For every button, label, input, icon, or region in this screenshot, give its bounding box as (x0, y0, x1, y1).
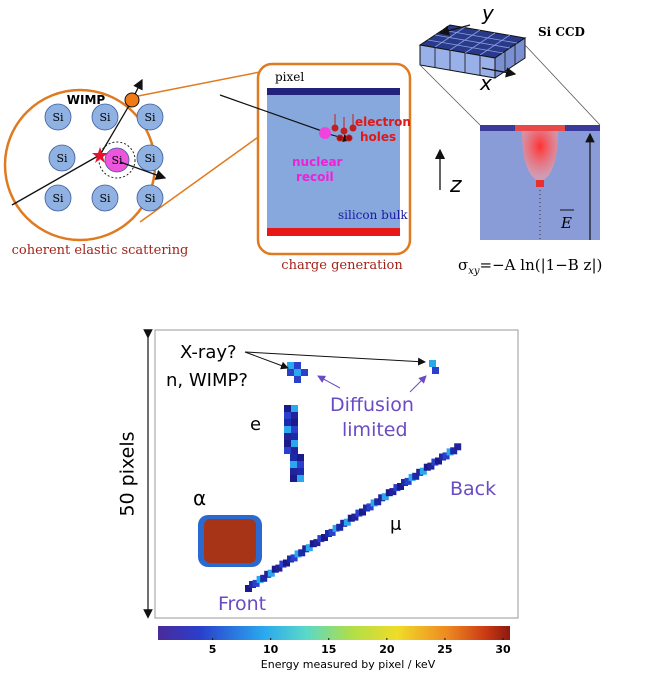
pixel (291, 447, 298, 454)
atom-label: Si (56, 152, 68, 165)
pixel (290, 475, 297, 482)
atom-label: Si (144, 111, 156, 124)
formula: σxy=−A ln(|1−B z|) (458, 256, 602, 277)
scale-label: 50 pixels (117, 431, 139, 516)
pixel (297, 454, 304, 461)
colorbar-tick-label: 20 (379, 643, 395, 656)
pixel-label: pixel (275, 70, 304, 84)
bulk-label: silicon bulk (338, 208, 408, 222)
annotation: X-ray? (180, 342, 237, 363)
annotation: Front (218, 593, 266, 615)
pixel (290, 454, 297, 461)
x-label: x (479, 71, 492, 95)
annotation: n, WIMP? (166, 370, 248, 391)
atom-label: Si (111, 154, 123, 167)
pixel (287, 362, 294, 369)
pixel (284, 412, 291, 419)
pixel (294, 362, 301, 369)
colorbar-label: Energy measured by pixel / keV (261, 658, 436, 671)
carrier-label: electron (355, 115, 411, 129)
charge-panel: pixel electron holes nuclear recoil sili… (220, 64, 462, 273)
pixel (291, 419, 298, 426)
pixel (290, 461, 297, 468)
annotation: α (193, 486, 206, 510)
annotation: Back (450, 478, 496, 500)
alpha-core (204, 519, 256, 563)
annotation: μ (390, 514, 402, 535)
caption: charge generation (281, 258, 403, 273)
annotation: e (250, 414, 261, 435)
formula-subscript: xy (468, 266, 480, 277)
ccd-title: Si CCD (538, 25, 585, 39)
atom-label: Si (99, 192, 111, 205)
pixel (291, 412, 298, 419)
pixel (284, 426, 291, 433)
caption: coherent elastic scattering (12, 243, 189, 258)
colorbar-tick-label: 25 (437, 643, 452, 656)
atom-label: Si (144, 152, 156, 165)
pixel (429, 360, 436, 367)
wimp-label: WIMP (67, 93, 106, 107)
field-label: E (560, 214, 572, 232)
pixel (291, 433, 298, 440)
pixel (301, 369, 308, 376)
pixel (297, 475, 304, 482)
pixel (454, 443, 461, 450)
atom-label: Si (52, 192, 64, 205)
colorbar-tick-label: 30 (495, 643, 511, 656)
pixel (284, 419, 291, 426)
recoil-label: recoil (296, 170, 334, 184)
z-label: z (449, 173, 462, 198)
colorbar-tick-label: 5 (209, 643, 217, 656)
colorbar-tick-label: 15 (321, 643, 336, 656)
pixel (432, 367, 439, 374)
recoil-label: nuclear (292, 155, 343, 169)
pixel (294, 369, 301, 376)
pixel (297, 468, 304, 475)
track-panel: 50 pixels X-ray? n, WIMP? Diffusion limi… (117, 330, 519, 671)
pixel (284, 447, 291, 454)
pixel (290, 468, 297, 475)
colorbar-tick-label: 10 (263, 643, 279, 656)
formula-symbol: σ (458, 256, 468, 274)
pixel (287, 369, 294, 376)
pixel (284, 405, 291, 412)
zoom-circle (5, 90, 155, 240)
pixel (294, 376, 301, 383)
pixel (291, 440, 298, 447)
annotation: Diffusion (330, 394, 414, 416)
y-label: y (481, 1, 495, 25)
colorbar (158, 626, 510, 640)
ccd-panel: y x Si CCD E σxy=−A ln(|1−B z|) (420, 1, 602, 277)
pixel (284, 433, 291, 440)
carrier-label: holes (360, 130, 396, 144)
pixel (297, 461, 304, 468)
atom-label: Si (52, 111, 64, 124)
atom-label: Si (99, 111, 111, 124)
pixel (291, 405, 298, 412)
figure: Si Si Si Si Si Si Si Si Si WIMP coherent elastic… (0, 0, 646, 675)
annotation: limited (342, 419, 408, 441)
formula-rest: =−A ln(|1−B z|) (480, 256, 603, 274)
pixel (284, 440, 291, 447)
pixel (291, 426, 298, 433)
atom-label: Si (144, 192, 156, 205)
